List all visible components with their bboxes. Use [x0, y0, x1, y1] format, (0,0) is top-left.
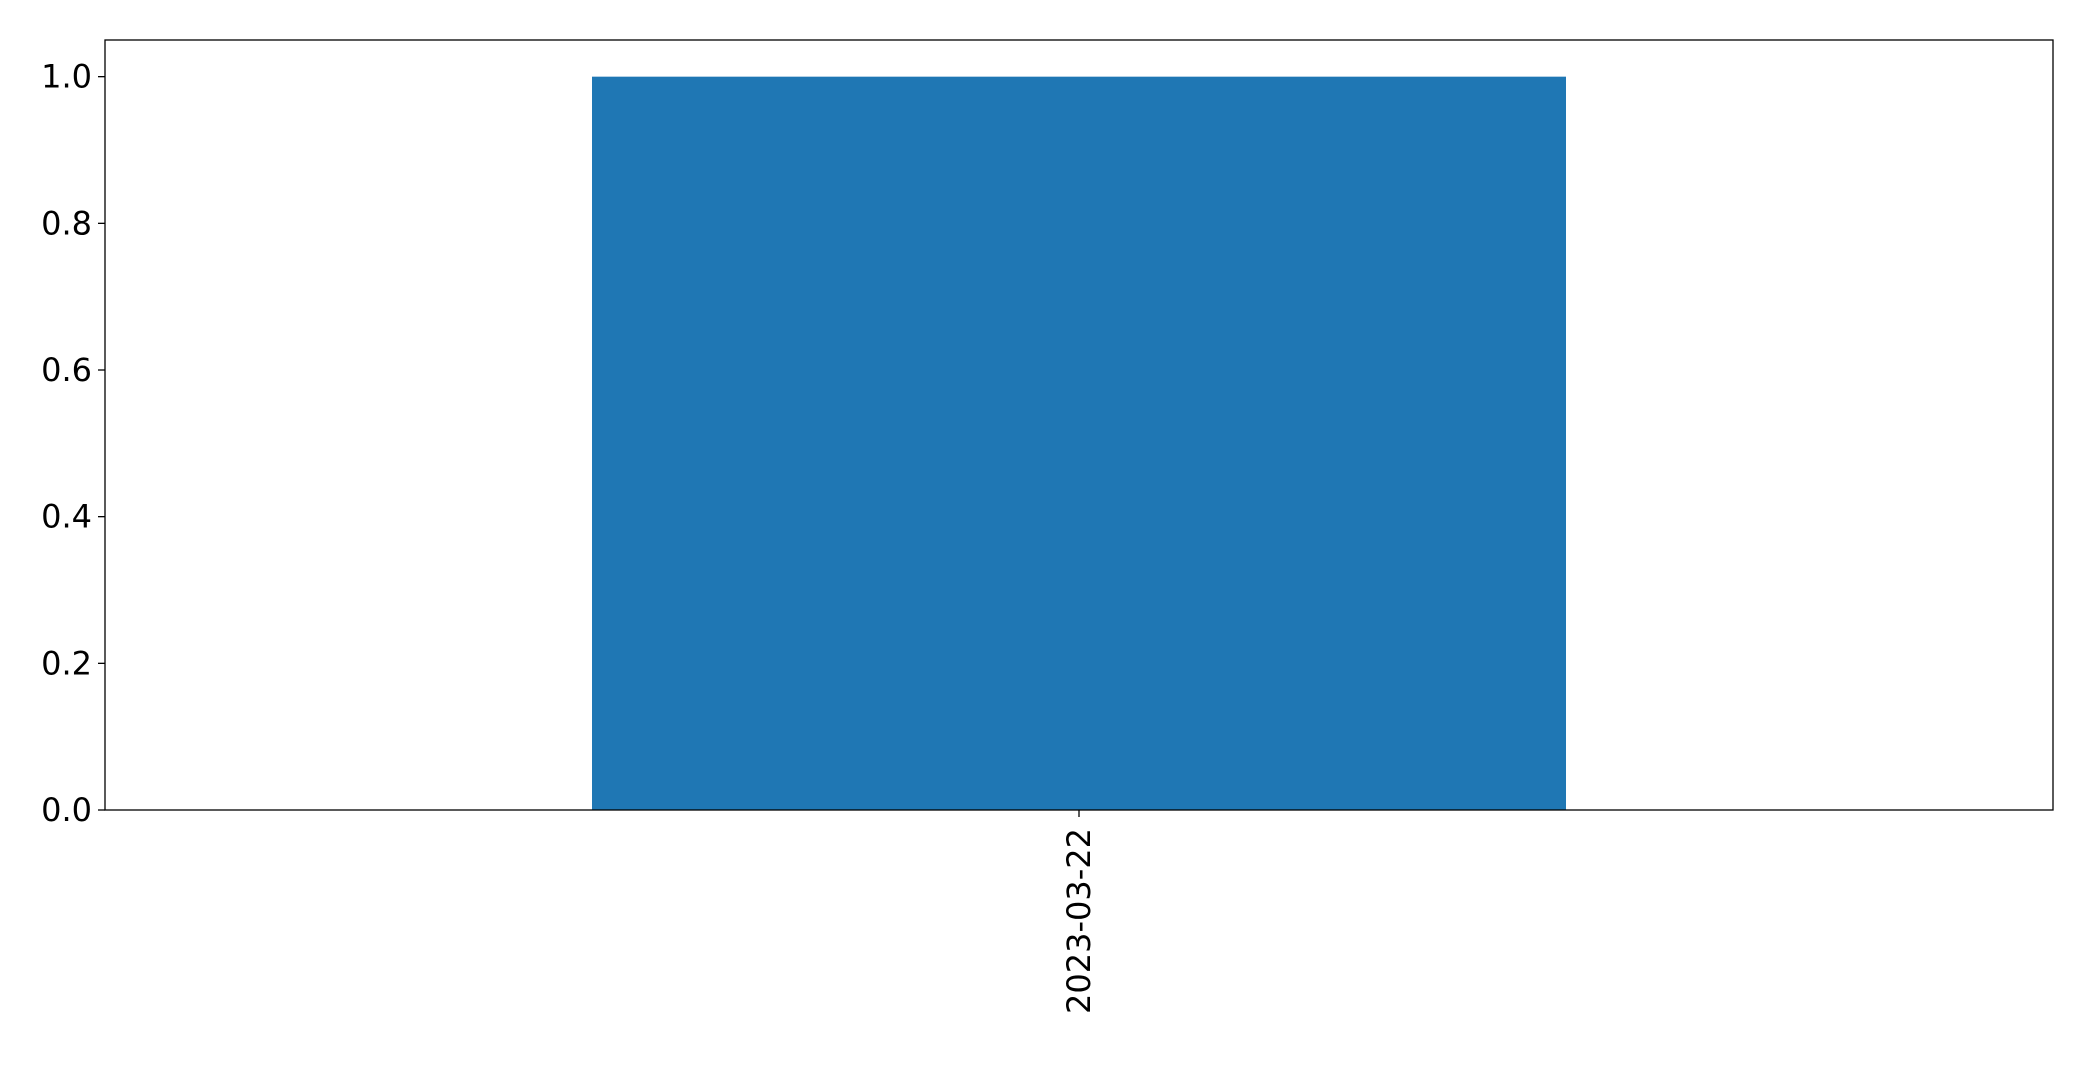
x-tick-label: 2023-03-22	[1060, 828, 1098, 1014]
y-tick-label: 0.0	[41, 791, 92, 829]
y-tick-label: 0.4	[41, 498, 92, 536]
y-tick-label: 0.6	[41, 351, 92, 389]
y-tick-label: 0.8	[41, 204, 92, 242]
bar	[592, 76, 1566, 810]
y-tick-label: 1.0	[41, 58, 92, 96]
y-tick-label: 0.2	[41, 644, 92, 682]
